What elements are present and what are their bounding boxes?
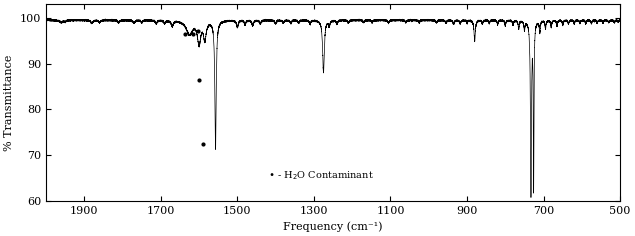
Y-axis label: % Transmittance: % Transmittance (4, 54, 14, 151)
X-axis label: Frequency (cm⁻¹): Frequency (cm⁻¹) (283, 221, 383, 232)
Text: $\bullet$ - H$_2$O Contaminant: $\bullet$ - H$_2$O Contaminant (268, 169, 374, 182)
